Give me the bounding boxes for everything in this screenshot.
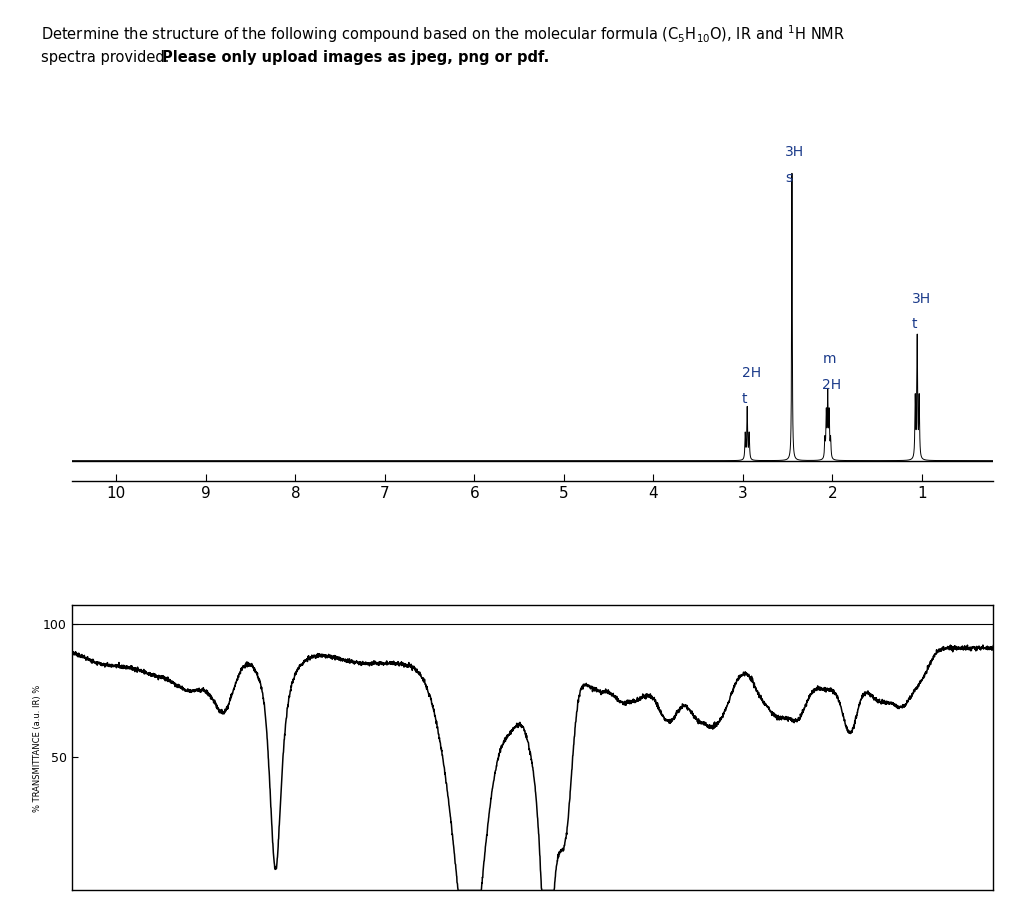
Text: 2H: 2H [822, 377, 842, 392]
Y-axis label: % TRANSMITTANCE (a.u. IR) %: % TRANSMITTANCE (a.u. IR) % [33, 684, 42, 812]
Text: m: m [822, 352, 836, 366]
Text: t: t [741, 392, 748, 406]
Text: Determine the structure of the following compound based on the molecular formula: Determine the structure of the following… [41, 23, 845, 45]
Text: t: t [911, 318, 918, 331]
Text: spectra provided.: spectra provided. [41, 50, 174, 65]
Text: 2H: 2H [741, 366, 761, 380]
Text: Please only upload images as jpeg, png or pdf.: Please only upload images as jpeg, png o… [162, 50, 549, 65]
Text: 3H: 3H [784, 145, 804, 159]
Text: s: s [784, 171, 792, 185]
Text: 3H: 3H [911, 292, 931, 306]
